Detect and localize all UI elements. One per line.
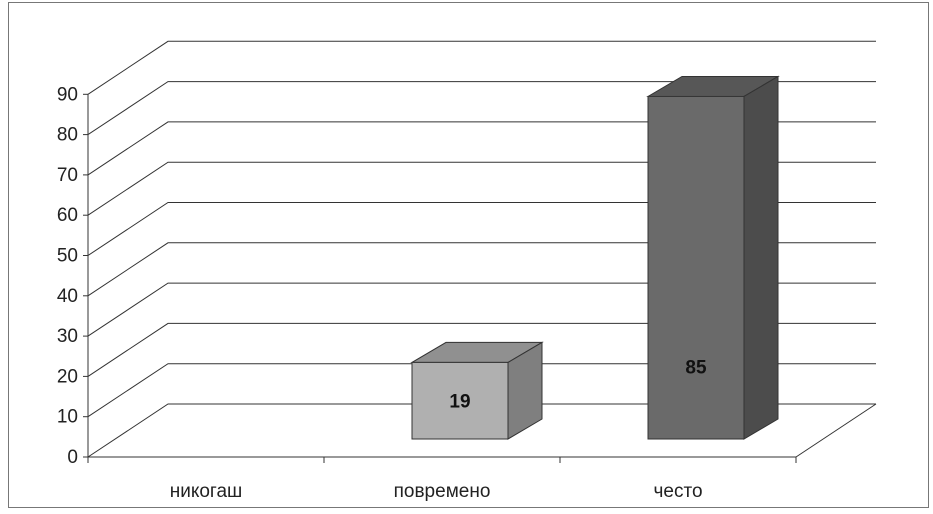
y-tick-label: 0 — [67, 447, 78, 468]
grid-layer — [87, 40, 877, 458]
labels-layer: 0 10 20 30 40 50 60 70 80 90 никогаш 19 повремено 85 ч… — [57, 84, 707, 502]
bar-side — [743, 75, 779, 440]
gridline — [87, 322, 876, 377]
y-tick-label: 50 — [57, 246, 78, 267]
bars-layer — [410, 75, 780, 440]
y-tick-label: 60 — [57, 205, 78, 226]
x-category-label: често — [653, 481, 702, 502]
y-tick-label: 30 — [57, 326, 78, 347]
data-label: 85 — [685, 357, 707, 378]
y-tick-label: 40 — [57, 286, 78, 307]
x-category-label: никогаш — [170, 481, 243, 502]
bar-front — [411, 361, 509, 440]
gridline — [87, 202, 876, 256]
gridline — [87, 282, 876, 337]
floor-edge — [795, 403, 877, 458]
data-label: 19 — [449, 392, 470, 413]
gridline — [87, 403, 876, 458]
gridline — [87, 81, 876, 136]
y-tick-label: 20 — [57, 366, 78, 387]
y-tick-label: 80 — [57, 125, 78, 146]
y-tick-label: 70 — [57, 165, 78, 186]
gridline — [87, 242, 876, 297]
y-tick-label: 10 — [57, 407, 78, 428]
axis-layer — [83, 93, 797, 463]
gridline — [87, 121, 876, 176]
gridline — [87, 40, 876, 95]
x-category-label: повремено — [394, 481, 491, 502]
gridline — [87, 161, 876, 216]
bar-front — [647, 95, 745, 440]
gridline — [87, 363, 876, 418]
y-tick-label: 90 — [57, 84, 78, 105]
